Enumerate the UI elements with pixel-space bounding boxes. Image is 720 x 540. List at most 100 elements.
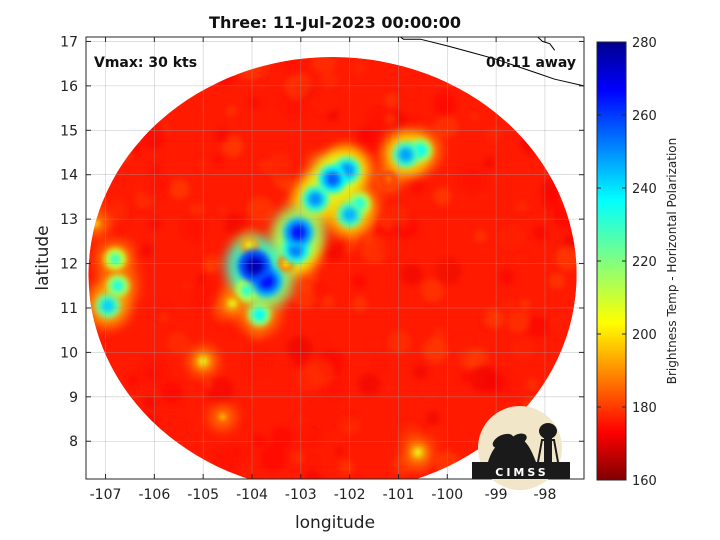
x-axis-ticks: -107 -106 -105 -104 -103 -102 -101 -100 -99 -98 <box>90 37 557 503</box>
texture-blotch <box>170 420 189 439</box>
texture-blotch <box>387 330 412 354</box>
texture-blotch <box>412 364 428 379</box>
plot-area: -107 -106 -105 -104 -103 -102 -101 -100 -99 -98 8… <box>60 34 585 503</box>
vmax-annotation: Vmax: 30 kts <box>94 55 197 71</box>
coastline <box>399 37 584 87</box>
texture-blotch <box>134 249 144 260</box>
colorbar-tick-label: 280 <box>632 36 657 51</box>
texture-blotch <box>518 254 528 265</box>
texture-blotch <box>351 59 367 76</box>
texture-blotch <box>306 358 335 387</box>
texture-blotch <box>292 451 304 464</box>
y-tick-label: 10 <box>60 345 78 361</box>
y-axis-ticks: 8 9 10 11 12 13 14 15 16 17 <box>60 34 584 450</box>
texture-blotch <box>374 360 384 370</box>
texture-blotch <box>244 351 270 376</box>
texture-blotch <box>460 372 471 383</box>
texture-blotch <box>169 179 190 200</box>
feature-core <box>384 175 393 184</box>
texture-blotch <box>313 90 337 115</box>
texture-blotch <box>458 165 486 192</box>
texture-blotch <box>320 70 339 89</box>
x-tick-label: -98 <box>534 487 557 503</box>
y-tick-label: 9 <box>69 390 78 406</box>
texture-blotch <box>433 92 457 116</box>
feature-core <box>324 171 341 187</box>
feature-core <box>240 284 254 297</box>
texture-blotch <box>511 338 535 361</box>
x-axis-label: longitude <box>295 513 375 533</box>
texture-blotch <box>204 262 215 273</box>
texture-blotch <box>304 469 321 479</box>
texture-blotch <box>352 296 368 312</box>
texture-blotch <box>225 105 238 117</box>
texture-blotch <box>159 312 169 322</box>
texture-blotch <box>196 284 216 303</box>
feature-core <box>413 447 423 458</box>
colorbar-tick-label: 200 <box>632 328 657 343</box>
texture-blotch <box>148 217 162 231</box>
texture-blotch <box>526 315 549 338</box>
texture-blotch <box>519 298 531 310</box>
texture-blotch <box>382 204 410 232</box>
texture-blotch <box>303 428 313 438</box>
feature-core <box>308 191 323 207</box>
x-tick-label: -99 <box>485 487 508 503</box>
texture-blotch <box>321 294 335 308</box>
texture-blotch <box>498 268 515 286</box>
texture-blotch <box>204 381 214 390</box>
texture-blotch <box>422 337 449 364</box>
texture-blotch <box>392 224 403 235</box>
texture-blotch <box>369 339 380 350</box>
texture-blotch <box>231 403 251 422</box>
texture-blotch <box>434 114 459 139</box>
texture-blotch <box>561 481 570 490</box>
colorbar-tick-label: 180 <box>632 401 657 416</box>
coastline-secondary <box>536 37 556 51</box>
feature-core <box>227 298 238 309</box>
texture-blotch <box>293 357 303 367</box>
texture-blotch <box>182 216 205 240</box>
colorbar: 160 180 200 220 240 260 280 Brightness Temp - … <box>596 36 679 489</box>
texture-blotch <box>358 373 381 396</box>
y-tick-label: 11 <box>60 301 78 317</box>
feature-core <box>290 224 307 241</box>
texture-blotch <box>531 224 549 241</box>
texture-blotch <box>190 202 205 217</box>
texture-blotch <box>252 433 266 447</box>
texture-blotch <box>541 190 562 210</box>
texture-blotch <box>469 365 497 393</box>
texture-blotch <box>197 274 206 283</box>
x-tick-label: -102 <box>334 487 366 503</box>
texture-blotch <box>285 73 312 100</box>
x-tick-label: -101 <box>383 487 415 503</box>
texture-blotch <box>507 310 530 333</box>
texture-blotch <box>420 380 440 399</box>
texture-blotch <box>483 157 495 169</box>
time-away-annotation: 00:11 away <box>486 55 576 71</box>
texture-blotch <box>403 83 416 97</box>
texture-blotch <box>311 56 337 74</box>
texture-blotch <box>307 118 322 133</box>
texture-blotch <box>214 128 229 143</box>
x-tick-label: -104 <box>236 487 268 503</box>
texture-blotch <box>198 435 212 449</box>
colorbar-tick-label: 160 <box>632 474 657 489</box>
feature-core <box>398 147 414 162</box>
texture-blotch <box>149 149 160 160</box>
texture-blotch <box>549 314 573 338</box>
texture-blotch <box>503 299 516 311</box>
texture-blotch <box>454 336 473 355</box>
texture-blotch <box>286 336 313 362</box>
texture-blotch <box>282 96 304 118</box>
texture-blotch <box>181 282 191 291</box>
colorbar-tick-label: 220 <box>632 255 657 270</box>
x-tick-label: -105 <box>187 487 219 503</box>
texture-blotch <box>308 400 336 428</box>
texture-blotch <box>426 411 440 425</box>
colorbar-gradient <box>596 41 627 481</box>
texture-blotch <box>340 414 361 435</box>
texture-blotch <box>435 258 461 285</box>
colorbar-tick-label: 260 <box>632 109 657 124</box>
texture-blotch <box>465 347 489 370</box>
